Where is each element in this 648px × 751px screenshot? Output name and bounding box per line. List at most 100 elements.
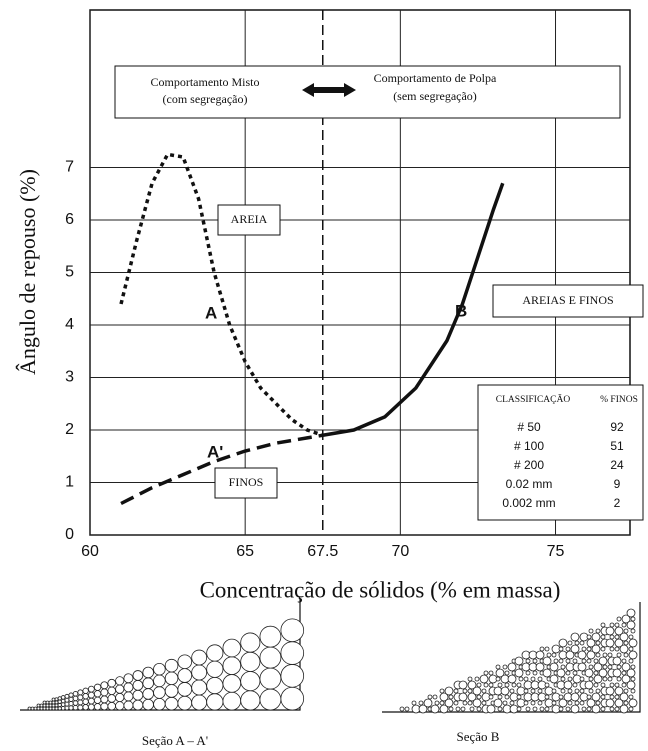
grain [191, 694, 208, 711]
y-tick-label: 3 [65, 369, 74, 386]
grain [54, 697, 59, 702]
grain [567, 688, 573, 694]
grain [507, 662, 517, 672]
grain [570, 632, 580, 642]
grain [164, 658, 179, 673]
grain [614, 698, 624, 708]
grain [586, 658, 592, 664]
grain [57, 699, 62, 704]
grain [586, 706, 592, 712]
grain [544, 706, 550, 712]
label-text: FINOS [229, 475, 264, 489]
grain [605, 626, 615, 636]
grain [64, 705, 70, 711]
grain [553, 658, 559, 664]
grain [60, 705, 66, 711]
grain [612, 668, 622, 678]
grain [100, 688, 109, 697]
x-tick-label: 67.5 [307, 543, 338, 560]
grain [532, 706, 538, 712]
grain [586, 698, 596, 708]
grain [177, 695, 193, 711]
table-cell: 92 [610, 420, 624, 434]
grain [514, 668, 524, 678]
grain [630, 688, 636, 694]
grain [614, 706, 620, 712]
grain [621, 670, 627, 676]
grain [51, 706, 56, 711]
grain [177, 668, 193, 683]
grain [462, 688, 468, 694]
grain [495, 676, 501, 682]
grain [481, 700, 487, 706]
grain [54, 703, 59, 708]
grain [107, 701, 116, 711]
grain [511, 682, 517, 688]
grain [574, 700, 580, 706]
grain [115, 692, 125, 703]
grain [558, 706, 564, 712]
grain [616, 616, 622, 622]
grain [453, 700, 459, 706]
grain [558, 698, 568, 708]
grain [77, 704, 84, 711]
grain [123, 700, 134, 711]
section-caption: Seção A – A' [142, 733, 208, 748]
grain [586, 650, 596, 660]
grain [602, 676, 608, 682]
grain [565, 650, 575, 660]
grain [500, 686, 510, 696]
grain [87, 697, 95, 705]
grain [509, 688, 515, 694]
grain [107, 694, 116, 703]
grain [607, 652, 613, 658]
grain [542, 668, 552, 678]
grain [630, 664, 636, 670]
grain [600, 646, 606, 652]
grain [77, 689, 84, 696]
grain [588, 688, 594, 694]
grain [609, 622, 615, 628]
grain [206, 644, 224, 662]
grain [598, 668, 608, 678]
arrow [302, 83, 356, 97]
grain [48, 703, 53, 708]
grain [579, 688, 585, 694]
grain [523, 688, 529, 694]
grain [549, 662, 559, 672]
grain [593, 670, 599, 676]
grain [619, 704, 629, 714]
grain [567, 700, 573, 706]
grain [280, 618, 305, 643]
y-tick-label: 6 [65, 211, 74, 228]
grain [593, 662, 603, 672]
grain [68, 701, 74, 707]
grain [57, 702, 62, 708]
section-caption: Seção B [457, 729, 500, 744]
grain [399, 706, 405, 712]
grain [123, 691, 134, 702]
grain [68, 696, 74, 702]
grain [504, 670, 510, 676]
grain [497, 682, 503, 688]
grain [523, 676, 529, 682]
table-cell: # 50 [517, 420, 541, 434]
grain [27, 706, 32, 711]
grain [546, 652, 552, 658]
grain [495, 664, 501, 670]
grain [614, 638, 624, 648]
grain [434, 700, 440, 706]
grain [33, 706, 38, 711]
grain [630, 616, 636, 622]
x-tick-label: 75 [547, 543, 565, 560]
grain [581, 658, 587, 664]
grain [430, 704, 440, 714]
grain [164, 696, 179, 711]
y-tick-label: 5 [65, 264, 74, 281]
grain [586, 638, 596, 648]
grain [30, 706, 35, 711]
grain [588, 676, 594, 682]
grain [476, 682, 482, 688]
grain [539, 646, 545, 652]
